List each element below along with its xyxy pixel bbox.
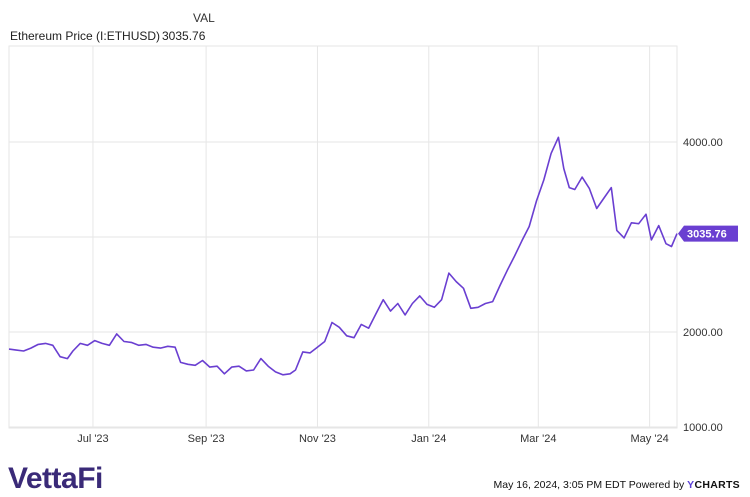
footer-timestamp: May 16, 2024, 3:05 PM EDT xyxy=(493,479,626,491)
legend-header: VAL Ethereum Price (I:ETHUSD) 3035.76 xyxy=(10,11,230,47)
ycharts-logo: YCHARTS xyxy=(687,479,740,491)
ycharts-y: Y xyxy=(687,479,695,491)
series-line-ethereum xyxy=(8,136,678,376)
footer-attribution: May 16, 2024, 3:05 PM EDT Powered by YCH… xyxy=(494,479,740,491)
series-name: Ethereum Price (I:ETHUSD) xyxy=(10,29,161,43)
powered-by-label: Powered by xyxy=(628,479,685,491)
vettafi-logo: VettaFi xyxy=(8,462,103,495)
last-value-label: 3035.76 xyxy=(687,229,727,241)
x-tick-label: Mar '24 xyxy=(520,433,556,445)
y-tick-label: 1000.00 xyxy=(683,422,723,434)
x-tick-label: Jul '23 xyxy=(77,433,108,445)
value-column-header: VAL xyxy=(193,11,215,25)
y-tick-label: 4000.00 xyxy=(683,137,723,149)
x-tick-label: May '24 xyxy=(631,433,669,445)
last-value-tag: 3035.76 xyxy=(678,225,738,242)
x-tick-label: Sep '23 xyxy=(188,433,225,445)
x-tick-label: Jan '24 xyxy=(411,433,446,445)
ycharts-text: CHARTS xyxy=(694,479,740,491)
last-value-tag-shape xyxy=(678,225,738,242)
x-tick-labels: Jul '23 Sep '23 Nov '23 Jan '24 Mar '24 May '… xyxy=(77,433,668,445)
x-tick-label: Nov '23 xyxy=(299,433,336,445)
y-tick-label: 2000.00 xyxy=(683,327,723,339)
series-current-value: 3035.76 xyxy=(162,29,206,43)
y-tick-labels: 1000.00 2000.00 4000.00 xyxy=(683,137,723,434)
